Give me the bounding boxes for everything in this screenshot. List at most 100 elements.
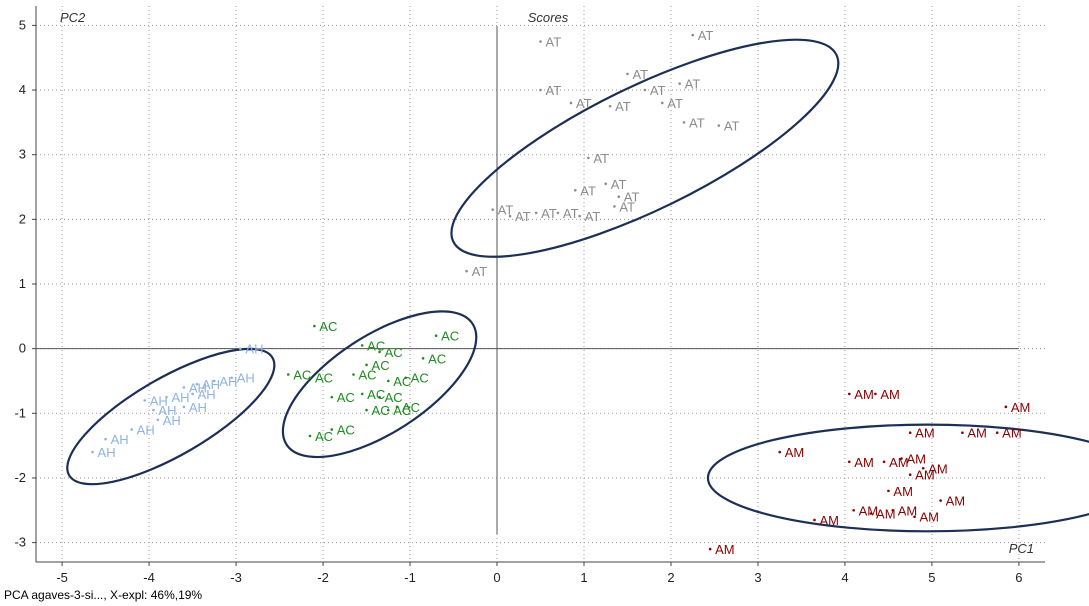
point-ac xyxy=(378,395,381,399)
x-tick-label: 3 xyxy=(754,570,761,585)
point-ah xyxy=(130,428,133,431)
point-label-am: AM xyxy=(967,426,987,441)
point-label-ac: AC xyxy=(315,429,333,444)
point-label-am: AM xyxy=(859,503,879,518)
point-label-am: AM xyxy=(880,387,900,402)
point-label-ah: AH xyxy=(137,422,155,437)
point-label-at: AT xyxy=(593,151,609,166)
point-am xyxy=(1004,405,1008,409)
point-label-ah: AH xyxy=(198,387,216,402)
point-ah xyxy=(195,382,199,386)
point-label-at: AT xyxy=(685,77,701,92)
point-ah xyxy=(182,386,186,389)
point-ac xyxy=(360,344,364,347)
point-at xyxy=(717,124,721,127)
point-ah xyxy=(156,418,160,422)
x-tick-label: -5 xyxy=(56,570,68,585)
point-ah xyxy=(230,376,234,380)
point-am xyxy=(847,460,851,464)
point-label-ac: AC xyxy=(411,371,429,386)
point-ah xyxy=(191,392,194,396)
point-label-at: AT xyxy=(541,206,557,221)
point-at xyxy=(587,156,590,160)
point-at xyxy=(608,104,612,108)
point-ac xyxy=(330,428,334,431)
point-at xyxy=(508,214,512,218)
point-label-am: AM xyxy=(893,484,913,499)
ellipse-ah xyxy=(66,347,276,486)
point-am xyxy=(961,431,964,434)
point-label-at: AT xyxy=(472,264,488,279)
point-label-am: AM xyxy=(906,452,926,467)
point-ac xyxy=(365,363,368,367)
point-label-at: AT xyxy=(498,203,514,218)
point-ac xyxy=(308,376,312,380)
point-label-am: AM xyxy=(785,445,805,460)
point-label-am: AM xyxy=(854,455,874,470)
footer-caption: PCA agaves-3-si..., X-expl: 46%,19% xyxy=(4,588,203,602)
point-label-at: AT xyxy=(585,209,601,224)
point-label-ah: AH xyxy=(189,380,207,395)
point-label-at: AT xyxy=(632,67,648,82)
point-label-at: AT xyxy=(546,35,562,50)
ellipse-am xyxy=(706,423,1089,533)
y-tick-label: -1 xyxy=(14,405,26,420)
point-label-ah: AH xyxy=(237,371,255,386)
point-at xyxy=(573,188,577,192)
point-at xyxy=(626,72,629,76)
point-label-ah: AH xyxy=(189,400,207,415)
point-at xyxy=(604,182,608,186)
point-at xyxy=(539,40,542,43)
point-label-am: AM xyxy=(889,455,909,470)
point-label-ac: AC xyxy=(385,390,403,405)
point-am xyxy=(900,457,903,460)
point-ac xyxy=(308,434,312,438)
point-am xyxy=(882,460,886,464)
point-at xyxy=(613,205,616,208)
x-tick-label: 0 xyxy=(493,570,500,585)
point-label-ah: AH xyxy=(245,342,263,357)
x-tick-label: 5 xyxy=(928,570,935,585)
point-am xyxy=(852,508,855,512)
y-tick-label: 4 xyxy=(19,82,26,97)
y-tick-label: 3 xyxy=(19,147,26,162)
point-at xyxy=(682,121,686,124)
point-ac xyxy=(386,408,390,412)
point-label-ac: AC xyxy=(385,345,403,360)
point-am xyxy=(887,489,890,493)
point-ac xyxy=(395,405,399,409)
point-at xyxy=(491,208,494,211)
point-at xyxy=(617,195,621,199)
point-ac xyxy=(434,334,438,338)
point-am xyxy=(913,515,916,519)
point-am xyxy=(939,499,942,502)
chart-title: Scores xyxy=(528,10,569,25)
x-tick-label: -3 xyxy=(230,570,242,585)
point-am xyxy=(869,512,873,515)
point-at xyxy=(678,82,681,85)
point-label-ah: AH xyxy=(163,413,181,428)
point-label-at: AT xyxy=(580,183,596,198)
y-tick-label: -2 xyxy=(14,470,26,485)
point-at xyxy=(534,211,538,215)
point-label-ah: AH xyxy=(150,393,168,408)
point-am xyxy=(908,431,912,434)
point-label-at: AT xyxy=(546,83,562,98)
point-label-at: AT xyxy=(563,206,579,221)
point-label-at: AT xyxy=(515,209,531,224)
point-ac xyxy=(421,357,425,360)
point-am xyxy=(908,473,912,477)
point-label-ac: AC xyxy=(367,387,385,402)
point-label-ac: AC xyxy=(337,390,355,405)
x-tick-label: -2 xyxy=(317,570,329,585)
point-at xyxy=(539,88,542,92)
point-label-ac: AC xyxy=(372,358,390,373)
point-label-at: AT xyxy=(689,115,705,130)
point-at xyxy=(465,269,468,273)
point-label-am: AM xyxy=(898,503,918,518)
point-label-am: AM xyxy=(946,494,966,509)
point-at xyxy=(660,101,664,105)
point-label-ac: AC xyxy=(428,351,446,366)
point-label-ah: AH xyxy=(111,432,129,447)
point-ac xyxy=(330,395,334,399)
